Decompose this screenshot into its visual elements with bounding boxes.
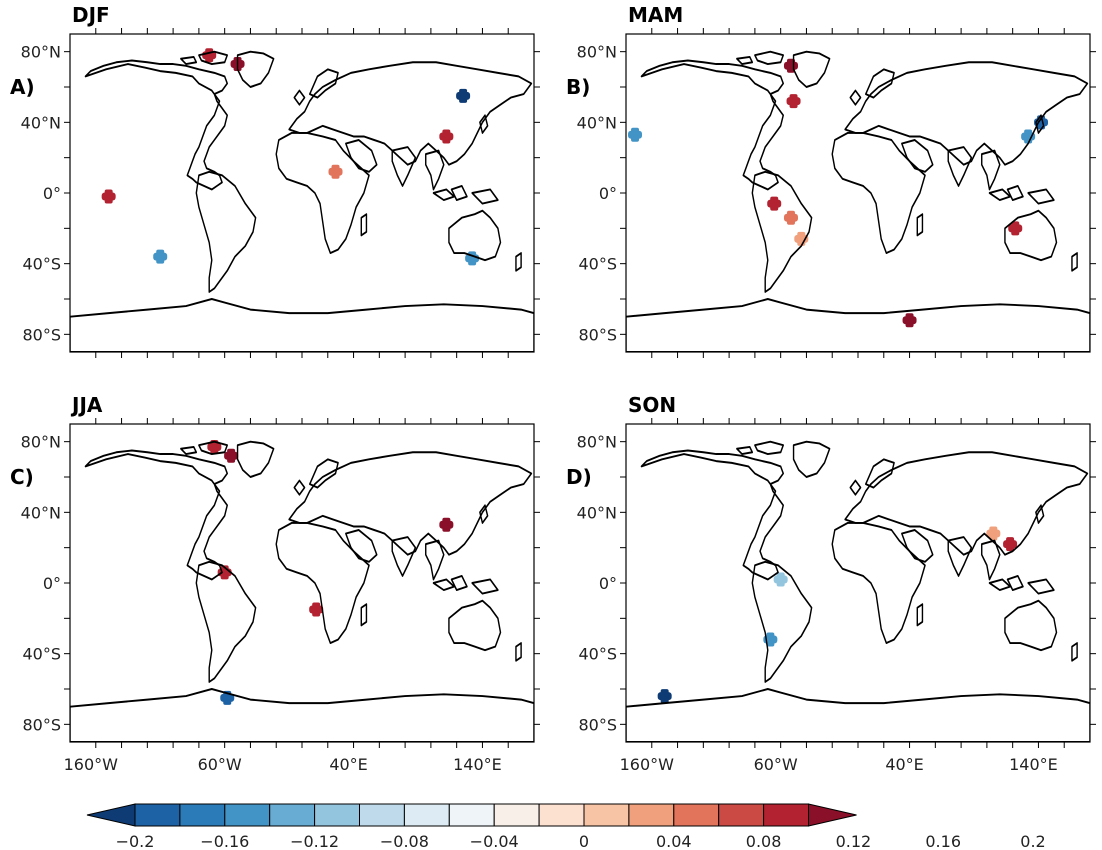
anomaly-patch-core [770,196,779,211]
colorbar-label: 0 [579,832,589,850]
anomaly-patch-core [156,249,165,264]
anomaly-patch-core [786,210,795,225]
colorbar-segment [314,803,361,827]
lat-tick-label: 80°S [578,325,617,344]
colorbar-segment [448,803,495,827]
colorbar-segment [134,803,181,827]
anomaly-patch-core [660,689,669,704]
colorbar-segment [763,803,809,827]
anomaly-patch-core [104,189,113,204]
lat-tick-label: 80°S [578,715,617,734]
colorbar-label: −0.12 [290,832,339,850]
anomaly-patch-core [789,94,798,109]
colorbar-segment [718,803,765,827]
lat-tick-label: 80°N [577,433,617,452]
colorbar-label: 0.12 [836,832,872,850]
lon-tick-label: 160°W [620,755,675,774]
lat-tick-label: 40°S [22,645,61,664]
colorbar-segment [224,803,271,827]
lat-tick-label: 0° [43,574,61,593]
lat-tick-label: 40°N [21,503,61,522]
lon-tick-label: 40°E [329,755,367,774]
lat-tick-label: 80°S [22,715,61,734]
lon-tick-label: 60°W [754,755,798,774]
lat-tick-label: 40°S [22,255,61,274]
colorbar-segment [538,803,585,827]
lat-tick-label: 80°S [22,325,61,344]
lat-tick-label: 80°N [577,43,617,62]
panel-title: SON [628,393,676,417]
colorbar-segment [673,803,720,827]
lat-tick-label: 40°N [577,503,617,522]
colorbar-segment [583,803,630,827]
colorbar-extend-low [86,803,136,827]
colorbar: −0.2 −0.16 −0.12 −0.08 −0.04 0 0.04 0.08 0.12 0.1… [86,803,1046,850]
colorbar-label: 0.16 [925,832,961,850]
lat-tick-label: 40°N [577,113,617,132]
panel-title: JJA [70,393,103,417]
anomaly-patch-core [459,88,468,103]
map-panel-mam: MAM B) 80°N 40°N 0° 40°S 80°S [566,3,1096,358]
anomaly-patch-core [766,632,775,647]
lon-tick-label: 40°E [885,755,923,774]
lat-tick-label: 0° [599,184,617,203]
panel-title: DJF [72,3,110,27]
anomaly-patch-core [442,129,451,144]
panel-letter: B) [566,75,590,99]
anomaly-patch-core [468,251,477,266]
anomaly-patch-core [205,48,214,63]
lat-tick-label: 80°N [21,433,61,452]
anomaly-patch-core [631,127,640,142]
lat-tick-label: 0° [599,574,617,593]
colorbar-extend-high [808,803,857,827]
anomaly-patch-core [312,602,321,617]
map-panel-jja: JJA C) 80°N 40°N 0° 40°S 80°S [10,393,540,748]
lon-tick-label: 140°E [453,755,502,774]
map-panel-son: SON D) 80°N 40°N 0° 40°S 80°S [566,393,1096,748]
anomaly-patch-core [1011,221,1020,236]
anomaly-patch-core [331,164,340,179]
colorbar-label: −0.08 [380,832,429,850]
lat-tick-label: 80°N [21,43,61,62]
anomaly-patch-core [227,448,236,463]
anomaly-patch-core [210,439,219,454]
lon-tick-label: 140°E [1009,755,1058,774]
anomaly-patch-core [797,231,806,246]
anomaly-patch-core [905,313,914,328]
lat-tick-label: 40°S [578,255,617,274]
colorbar-label: −0.16 [200,832,249,850]
panel-title: MAM [628,3,683,27]
anomaly-patch-core [442,517,451,532]
lat-tick-label: 0° [43,184,61,203]
lat-tick-label: 40°S [578,645,617,664]
lon-tick-label: 160°W [64,755,119,774]
map-panel-djf: DJF A) 80°N 40°N 0° 40°S 80°S [10,3,540,358]
panel-letter: A) [10,75,35,99]
colorbar-segment [269,803,316,827]
colorbar-label: −0.2 [116,832,155,850]
colorbar-label: 0.08 [746,832,782,850]
anomaly-patch-core [776,572,785,587]
colorbar-label: 0.2 [1020,832,1045,850]
panel-letter: D) [566,465,592,489]
colorbar-segment [628,803,675,827]
lon-tick-label: 60°W [198,755,242,774]
panel-letter: C) [10,465,34,489]
colorbar-label: 0.04 [656,832,692,850]
colorbar-segment [403,803,450,827]
colorbar-segment [493,803,540,827]
anomaly-patch-core [989,526,998,541]
colorbar-label: −0.04 [470,832,519,850]
colorbar-segment [179,803,226,827]
colorbar-segment [359,803,405,827]
lat-tick-label: 40°N [21,113,61,132]
anomaly-patch-core [1006,537,1015,552]
